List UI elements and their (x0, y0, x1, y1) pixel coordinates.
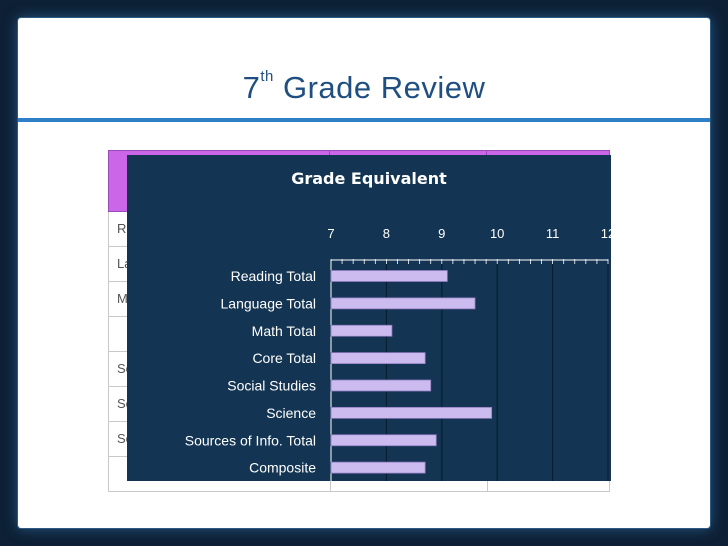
bar (330, 379, 432, 392)
slide: 7th Grade Review nt RLaMScScScCompositeC… (18, 18, 710, 528)
x-tick-label: 7 (327, 226, 334, 241)
category-label: Composite (249, 460, 316, 476)
category-label: Core Total (252, 350, 316, 366)
x-tick-label: 9 (438, 226, 445, 241)
chart-title: Grade Equivalent (291, 169, 447, 188)
page-title: 7th Grade Review (18, 18, 710, 126)
category-label: Sources of Info. Total (185, 432, 316, 448)
x-tick-label: 10 (490, 226, 504, 241)
table-row-label: M (117, 291, 128, 306)
table-row-label: R (117, 221, 127, 236)
bar (330, 406, 493, 419)
title-divider (18, 118, 710, 122)
x-tick-label: 8 (383, 226, 390, 241)
chart: Grade Equivalent 7 8 9 10 11 12 Reading Total L… (127, 155, 611, 481)
bar (330, 352, 426, 365)
bar (330, 461, 426, 474)
title-superscript: th (260, 67, 274, 85)
category-label: Math Total (252, 323, 316, 339)
chart-plot: 7 8 9 10 11 12 Reading Total Language Total Math… (185, 226, 611, 481)
category-label: Social Studies (227, 378, 316, 394)
category-label: Language Total (221, 295, 317, 311)
bar (330, 297, 476, 310)
bar (330, 324, 393, 337)
category-label: Reading Total (231, 268, 316, 284)
category-label: Science (266, 405, 316, 421)
title-text: Grade Review (273, 70, 486, 105)
x-tick-label: 12 (601, 226, 611, 241)
bar (330, 434, 437, 447)
title-number: 7 (242, 70, 261, 105)
x-tick-label: 11 (546, 226, 560, 241)
bar (330, 270, 448, 282)
